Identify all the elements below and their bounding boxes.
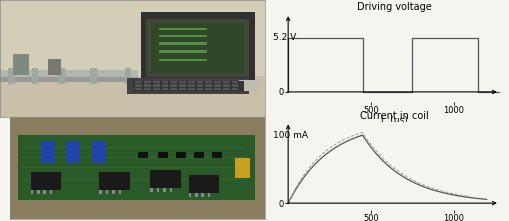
Text: 5.2 V: 5.2 V [273,33,296,42]
Bar [159,77,217,82]
Bar [132,81,243,91]
Bar [99,172,130,190]
Bar [187,88,194,90]
Bar [23,167,247,168]
Bar [161,84,168,87]
Bar [150,170,181,188]
Bar [170,84,177,87]
Bar [151,23,243,73]
Bar [196,84,203,87]
Bar [179,81,186,83]
Bar [234,158,249,178]
Bar [163,188,165,192]
Bar [0,70,137,80]
Bar [23,147,247,148]
Bar [231,84,238,87]
Bar [0,76,265,117]
Bar [205,81,212,83]
Bar [157,188,159,192]
Bar [214,84,220,87]
Bar [214,81,220,83]
Bar [222,84,229,87]
Bar [146,19,249,77]
Bar [231,81,238,83]
Bar [153,88,159,90]
Bar [48,59,61,75]
Bar [205,84,212,87]
Bar [208,193,210,197]
Bar [231,88,238,90]
Bar [31,190,33,194]
Bar [99,190,102,194]
Bar [188,193,191,197]
Text: 100 mA: 100 mA [273,131,307,140]
Bar [32,68,38,84]
Bar [144,81,151,83]
Bar [31,172,61,190]
Bar [92,141,106,163]
Bar [135,81,142,83]
Bar [23,179,247,180]
Bar [196,88,203,90]
Bar [37,190,40,194]
Bar [211,152,221,158]
Bar [222,88,229,90]
Title: Current in coil: Current in coil [359,111,428,121]
Bar [23,157,247,158]
Bar [124,68,131,84]
Bar [170,81,177,83]
Bar [8,68,15,84]
Bar [222,81,229,83]
Bar [176,152,186,158]
Bar [179,88,186,90]
Bar [90,68,97,84]
Bar [135,84,142,87]
Bar [137,152,148,158]
X-axis label: t  (μs): t (μs) [380,116,407,125]
Bar [214,88,220,90]
Bar [161,88,168,90]
Bar [179,84,186,87]
Bar [205,88,212,90]
Bar [159,59,207,61]
Bar [188,175,219,193]
Bar [153,84,159,87]
Bar [66,141,80,163]
Title: Driving voltage: Driving voltage [356,2,431,12]
Bar [193,152,204,158]
Bar [201,193,204,197]
Bar [195,193,197,197]
Bar [159,50,207,53]
Bar [0,77,137,82]
Bar [159,42,207,44]
Bar [112,190,115,194]
Bar [161,81,168,83]
Bar [13,54,29,75]
Bar [187,84,194,87]
Bar [140,12,254,80]
Bar [153,81,159,83]
Bar [238,80,260,91]
Bar [106,190,108,194]
Bar [159,35,207,38]
Bar [170,88,177,90]
Bar [187,81,194,83]
Bar [159,28,207,30]
Bar [18,135,254,200]
Bar [43,190,46,194]
Bar [41,141,55,163]
Bar [127,78,249,94]
Bar [58,68,65,84]
Bar [169,188,172,192]
Bar [119,190,121,194]
Bar [144,84,151,87]
Bar [196,81,203,83]
Bar [144,88,151,90]
Bar [150,188,153,192]
Bar [158,152,168,158]
Bar [50,190,52,194]
Bar [135,88,142,90]
